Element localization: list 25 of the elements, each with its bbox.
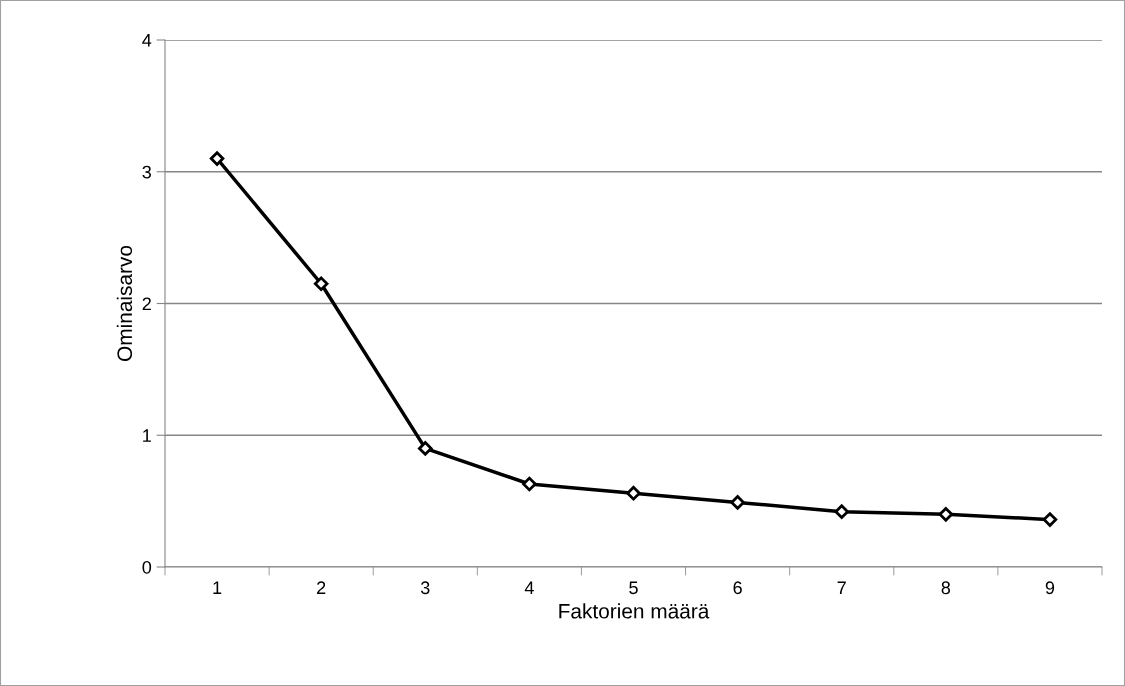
point bbox=[626, 485, 641, 501]
point bbox=[522, 476, 537, 492]
point bbox=[418, 441, 433, 456]
x-tick-label: 3 bbox=[420, 581, 430, 595]
x-tick-label: 8 bbox=[941, 581, 951, 595]
point bbox=[1042, 512, 1058, 527]
x-tick-label: 6 bbox=[733, 581, 742, 595]
x-tick-label: 9 bbox=[1045, 581, 1055, 595]
y-tick-label: 2 bbox=[142, 297, 151, 311]
point bbox=[209, 151, 225, 166]
y-axis-title: Ominaisarvo bbox=[116, 245, 133, 361]
x-axis-title: Faktorien määrä bbox=[559, 603, 710, 619]
y-tick-label: 0 bbox=[142, 560, 152, 574]
x-tick-label: 2 bbox=[317, 581, 326, 594]
y-tick-label: 1 bbox=[143, 429, 151, 442]
point bbox=[834, 504, 849, 519]
x-tick-label: 5 bbox=[629, 581, 638, 595]
x-tick-label: 1 bbox=[213, 581, 222, 594]
y-tick-label: 3 bbox=[142, 165, 152, 179]
x-tick-label: 4 bbox=[524, 581, 534, 594]
point bbox=[938, 507, 954, 522]
point bbox=[730, 495, 745, 510]
y-tick-label: 4 bbox=[142, 34, 152, 47]
point bbox=[313, 276, 329, 292]
x-tick-label: 7 bbox=[837, 581, 846, 594]
